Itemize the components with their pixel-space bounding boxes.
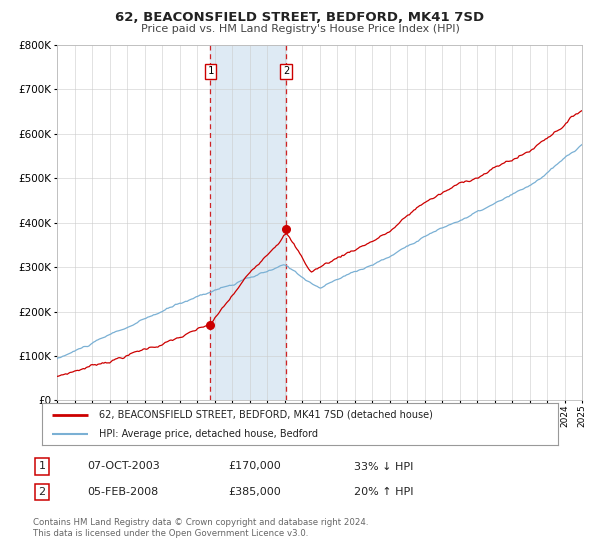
Text: £385,000: £385,000 — [228, 487, 281, 497]
Text: 1: 1 — [38, 461, 46, 472]
Text: £170,000: £170,000 — [228, 461, 281, 472]
Text: 62, BEACONSFIELD STREET, BEDFORD, MK41 7SD: 62, BEACONSFIELD STREET, BEDFORD, MK41 7… — [115, 11, 485, 24]
Bar — [211, 45, 286, 400]
Text: 2: 2 — [38, 487, 46, 497]
Text: Contains HM Land Registry data © Crown copyright and database right 2024.: Contains HM Land Registry data © Crown c… — [33, 518, 368, 527]
Text: This data is licensed under the Open Government Licence v3.0.: This data is licensed under the Open Gov… — [33, 529, 308, 538]
Text: HPI: Average price, detached house, Bedford: HPI: Average price, detached house, Bedf… — [99, 429, 318, 439]
Text: 33% ↓ HPI: 33% ↓ HPI — [354, 461, 413, 472]
Text: 05-FEB-2008: 05-FEB-2008 — [87, 487, 158, 497]
Text: 20% ↑ HPI: 20% ↑ HPI — [354, 487, 413, 497]
Text: 62, BEACONSFIELD STREET, BEDFORD, MK41 7SD (detached house): 62, BEACONSFIELD STREET, BEDFORD, MK41 7… — [99, 409, 433, 419]
Text: Price paid vs. HM Land Registry's House Price Index (HPI): Price paid vs. HM Land Registry's House … — [140, 24, 460, 34]
Text: 07-OCT-2003: 07-OCT-2003 — [87, 461, 160, 472]
Text: 2: 2 — [283, 67, 289, 77]
Text: 1: 1 — [208, 67, 214, 77]
